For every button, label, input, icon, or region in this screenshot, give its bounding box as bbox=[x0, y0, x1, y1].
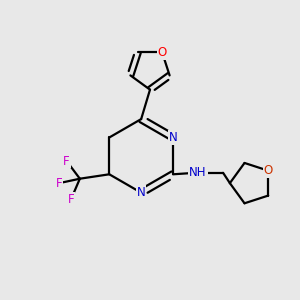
Text: NH: NH bbox=[189, 166, 207, 179]
Text: F: F bbox=[56, 177, 62, 190]
Text: N: N bbox=[137, 186, 146, 199]
Text: F: F bbox=[63, 154, 70, 167]
Text: N: N bbox=[169, 131, 177, 144]
Text: O: O bbox=[264, 164, 273, 177]
Text: F: F bbox=[68, 193, 74, 206]
Text: O: O bbox=[158, 46, 167, 59]
